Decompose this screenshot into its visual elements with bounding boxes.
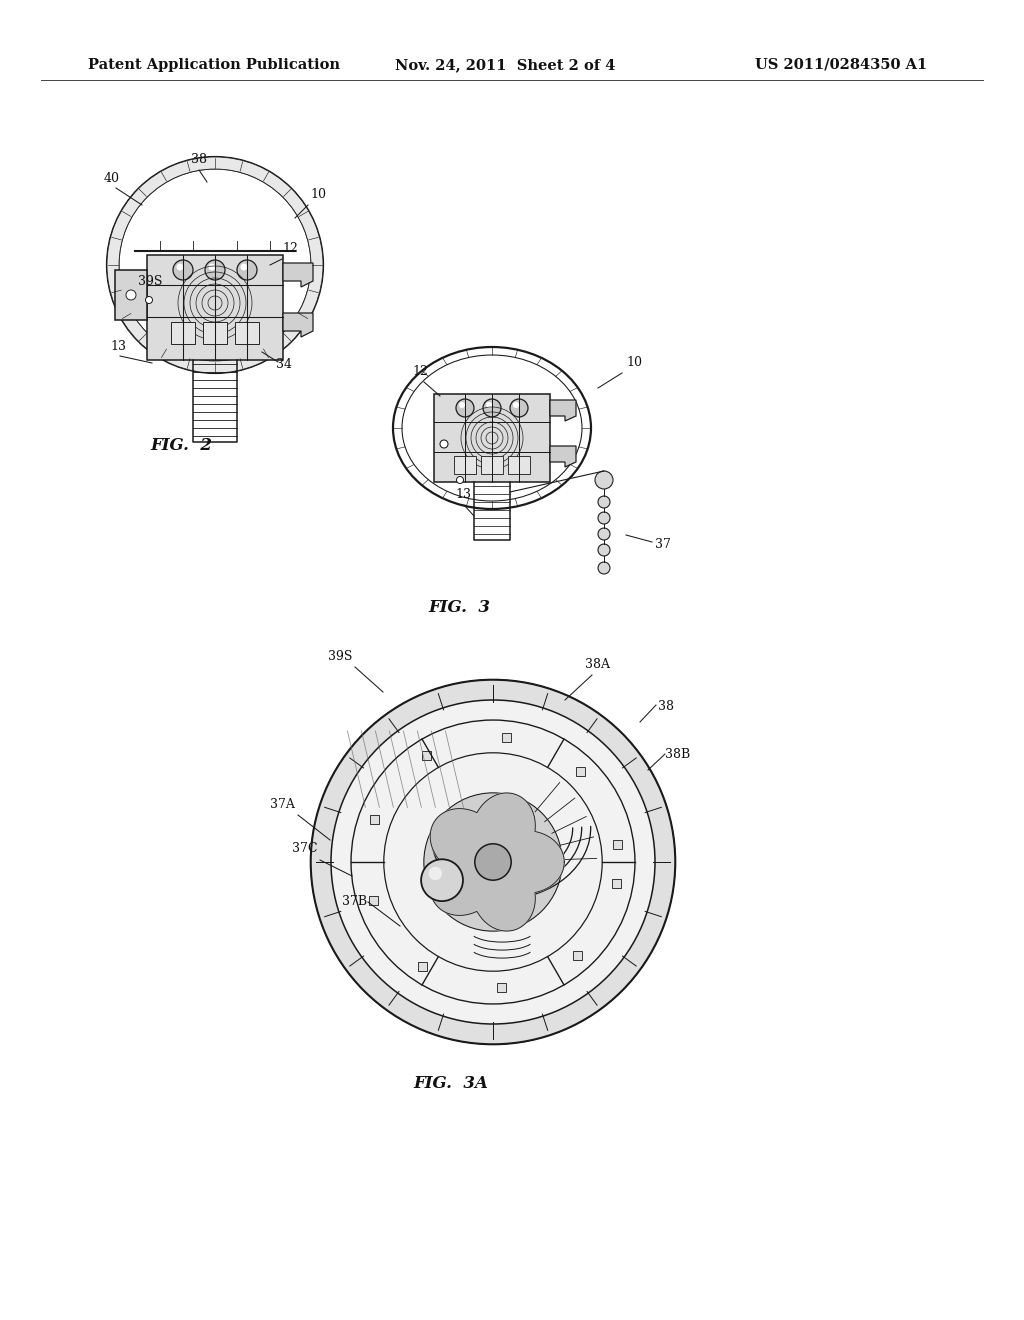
Polygon shape — [612, 840, 622, 849]
Circle shape — [459, 403, 465, 408]
FancyBboxPatch shape — [203, 322, 227, 345]
Circle shape — [424, 793, 562, 931]
Text: 39S: 39S — [138, 275, 163, 288]
Circle shape — [475, 843, 511, 880]
Circle shape — [457, 477, 464, 483]
Text: FIG.  2: FIG. 2 — [150, 437, 212, 454]
Polygon shape — [369, 896, 378, 906]
Circle shape — [598, 562, 610, 574]
Circle shape — [513, 403, 519, 408]
Polygon shape — [502, 733, 511, 742]
Circle shape — [209, 264, 215, 271]
Text: Nov. 24, 2011  Sheet 2 of 4: Nov. 24, 2011 Sheet 2 of 4 — [395, 58, 615, 73]
Polygon shape — [572, 950, 582, 960]
Circle shape — [126, 290, 136, 300]
Polygon shape — [550, 400, 575, 421]
Text: US 2011/0284350 A1: US 2011/0284350 A1 — [755, 58, 928, 73]
Text: 37C: 37C — [292, 842, 317, 855]
Text: 10: 10 — [310, 187, 326, 201]
Text: 12: 12 — [282, 242, 298, 255]
Circle shape — [241, 264, 248, 271]
Text: 37: 37 — [655, 539, 671, 550]
Circle shape — [483, 399, 501, 417]
FancyBboxPatch shape — [481, 455, 503, 474]
Text: 37B: 37B — [342, 895, 368, 908]
Circle shape — [595, 471, 613, 488]
Polygon shape — [371, 814, 380, 824]
FancyBboxPatch shape — [171, 322, 195, 345]
Circle shape — [311, 680, 675, 1044]
Text: 12: 12 — [412, 366, 428, 378]
Circle shape — [237, 260, 257, 280]
Polygon shape — [430, 793, 564, 931]
Text: FIG.  3A: FIG. 3A — [413, 1074, 487, 1092]
Circle shape — [429, 867, 442, 880]
Polygon shape — [550, 446, 575, 467]
Circle shape — [510, 399, 528, 417]
FancyBboxPatch shape — [434, 393, 550, 482]
Polygon shape — [498, 983, 506, 991]
FancyBboxPatch shape — [454, 455, 476, 474]
Text: 40: 40 — [104, 172, 120, 185]
Polygon shape — [422, 751, 431, 760]
FancyBboxPatch shape — [234, 322, 259, 345]
FancyBboxPatch shape — [147, 255, 283, 360]
Text: 13: 13 — [455, 488, 471, 502]
Text: 39S: 39S — [328, 649, 352, 663]
Text: FIG.  3: FIG. 3 — [428, 599, 490, 616]
Text: 13: 13 — [110, 341, 126, 352]
Text: 38B: 38B — [665, 748, 690, 762]
Polygon shape — [612, 879, 622, 888]
Circle shape — [486, 403, 492, 408]
Circle shape — [173, 260, 193, 280]
Circle shape — [440, 440, 449, 447]
Polygon shape — [575, 767, 585, 776]
FancyBboxPatch shape — [508, 455, 530, 474]
Text: Patent Application Publication: Patent Application Publication — [88, 58, 340, 73]
Text: 37A: 37A — [270, 799, 295, 810]
Circle shape — [176, 264, 183, 271]
Circle shape — [598, 528, 610, 540]
Polygon shape — [283, 263, 313, 286]
Text: 38: 38 — [658, 700, 674, 713]
Polygon shape — [283, 313, 313, 337]
Circle shape — [598, 496, 610, 508]
Polygon shape — [115, 271, 147, 319]
Circle shape — [456, 399, 474, 417]
Polygon shape — [418, 961, 427, 970]
Text: 10: 10 — [626, 356, 642, 370]
Text: 34: 34 — [276, 358, 292, 371]
Circle shape — [145, 297, 153, 304]
Circle shape — [598, 512, 610, 524]
Circle shape — [205, 260, 225, 280]
Circle shape — [421, 859, 463, 902]
Circle shape — [598, 544, 610, 556]
Text: 38A: 38A — [585, 657, 610, 671]
Text: 38: 38 — [191, 153, 207, 166]
